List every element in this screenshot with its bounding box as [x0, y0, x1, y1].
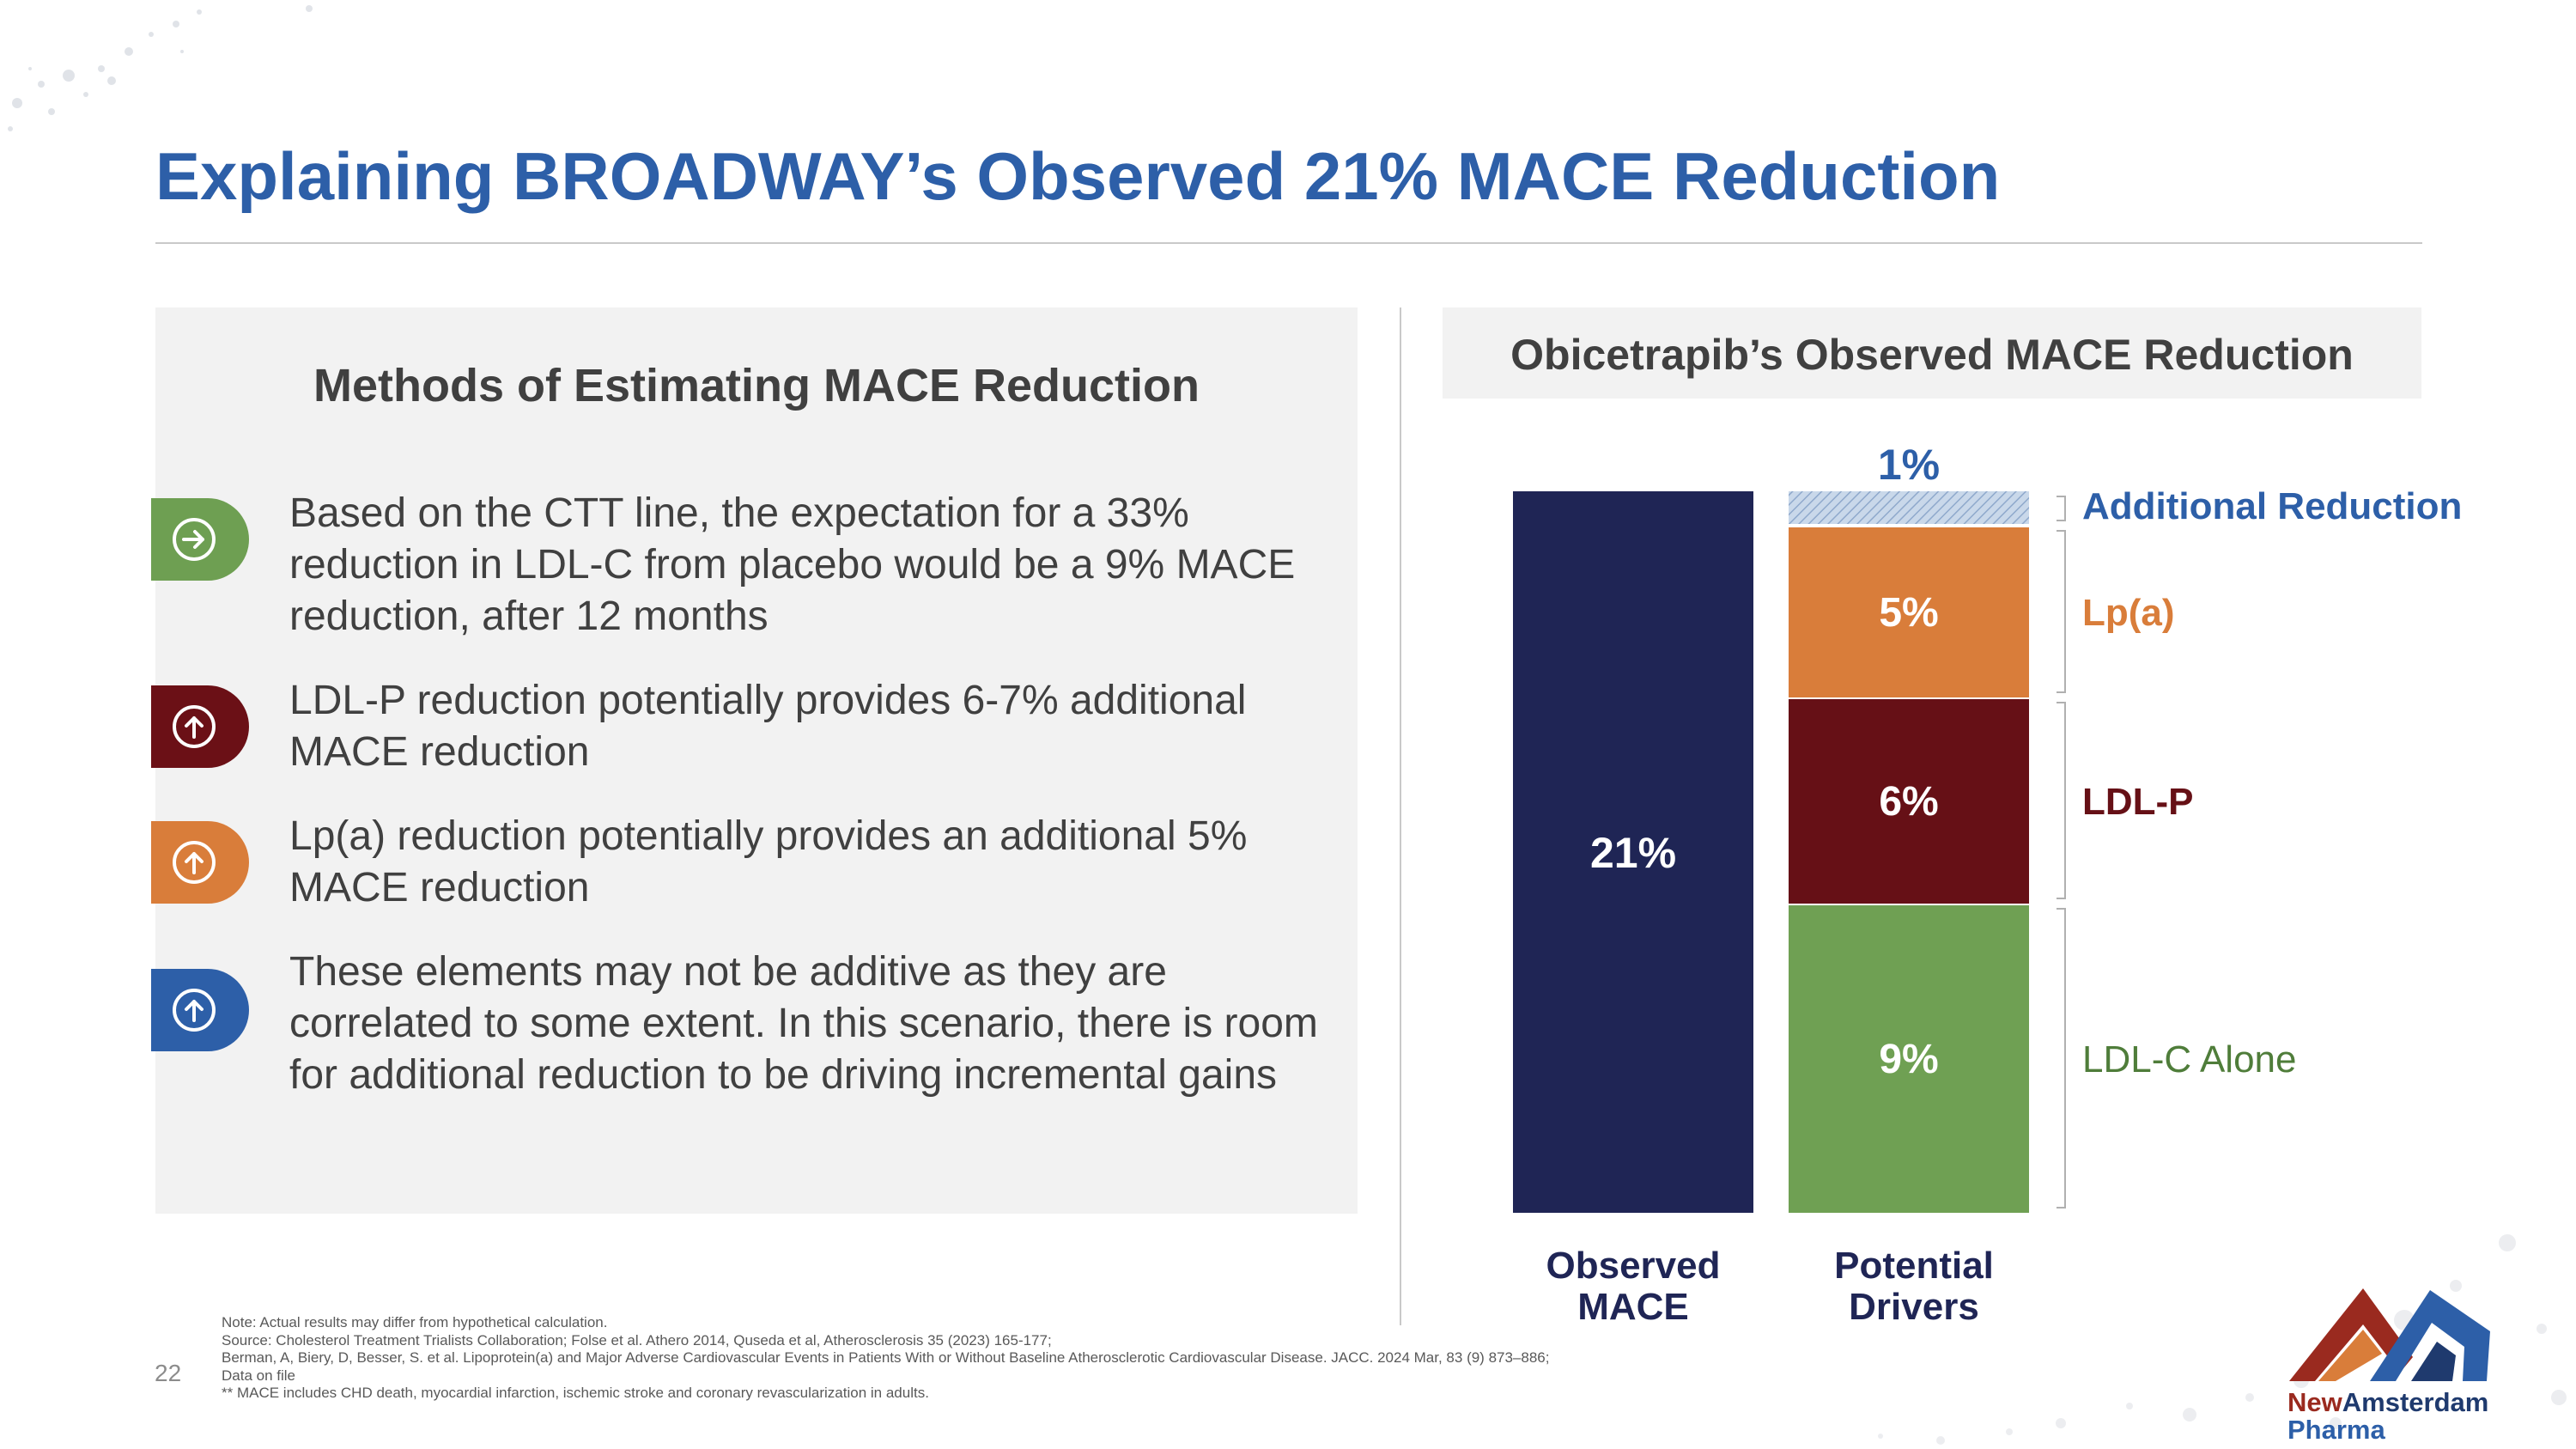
methods-heading: Methods of Estimating MACE Reduction: [313, 360, 1200, 411]
segment-label-lp-a-: 5%: [1879, 590, 1938, 636]
segment-ldl-p: [1789, 699, 2029, 904]
bracket-ldl-c-alone: [2057, 908, 2066, 1209]
legend-additional-reduction: Additional Reduction: [2082, 485, 2462, 527]
bracket-additional-reduction: [2057, 496, 2066, 521]
arrow-up-circle-icon: [173, 705, 216, 748]
mace-reduction-chart: 21% 9% LDL-C Alone 6% LDL-P 5% Lp(a) 1% Addition…: [1513, 441, 2462, 1328]
logo-word-new: New: [2287, 1387, 2342, 1417]
page-number: 22: [155, 1360, 182, 1386]
footnote: Source: Cholesterol Treatment Trialists …: [222, 1331, 1052, 1349]
method-text: These elements may not be additive as th…: [289, 949, 1318, 1098]
chart-title: Obicetrapib’s Observed MACE Reduction: [1510, 331, 2354, 379]
method-tab-maroon: [151, 685, 249, 768]
category-label: Potential: [1834, 1245, 1994, 1287]
segment-label-additional: 1%: [1878, 441, 1940, 489]
arrow-right-circle-icon: [173, 518, 216, 561]
decorative-dots: [8, 5, 313, 131]
arrow-up-circle-icon: [173, 989, 216, 1032]
category-label: MACE: [1577, 1286, 1689, 1328]
footnote: Berman, A, Biery, D, Besser, S. et al. L…: [222, 1349, 1550, 1366]
newamsterdam-logo-icon: [2289, 1288, 2490, 1381]
legend-ldl-p: LDL-P: [2082, 781, 2194, 823]
method-tab-orange: [151, 821, 249, 904]
arrow-up-circle-icon: [173, 841, 216, 884]
category-label: Observed: [1546, 1245, 1721, 1287]
footnote: Data on file: [222, 1367, 295, 1384]
segment-label-ldl-c-alone: 9%: [1879, 1037, 1938, 1082]
observed-mace-label: 21%: [1590, 829, 1676, 877]
logo-wordmark: NewAmsterdam: [2287, 1387, 2488, 1418]
segment-label-ldl-p: 6%: [1879, 779, 1938, 825]
footnote: Note: Actual results may differ from hyp…: [222, 1314, 608, 1330]
method-text: LDL-P reduction potentially provides 6-7…: [289, 678, 1247, 775]
bracket-ldl-p: [2057, 702, 2066, 899]
method-text: Based on the CTT line, the expectation f…: [289, 490, 1296, 639]
footnote: ** MACE includes CHD death, myocardial i…: [222, 1385, 929, 1401]
bracket-lp-a-: [2057, 530, 2066, 693]
title-divider: [155, 242, 2422, 244]
logo-word-amsterdam: Amsterdam: [2342, 1387, 2489, 1417]
methods-panel: Methods of Estimating MACE Reduction Bas…: [151, 307, 1358, 1214]
footnotes: Note: Actual results may differ from hyp…: [222, 1314, 1853, 1403]
page-title: Explaining BROADWAY’s Observed 21% MACE …: [155, 138, 2001, 214]
segment-additional-reduction: [1789, 491, 2029, 524]
legend-lp-a-: Lp(a): [2082, 592, 2175, 634]
observed-mace-bar: [1513, 491, 1753, 1213]
chart-header: Obicetrapib’s Observed MACE Reduction: [1443, 307, 2421, 399]
segment-lp-a-: [1789, 527, 2029, 697]
legend-ldl-c-alone: LDL-C Alone: [2082, 1038, 2296, 1081]
logo-word-pharma: Pharma: [2287, 1415, 2385, 1445]
vertical-divider: [1400, 307, 1401, 1325]
method-tab-green: [151, 498, 249, 581]
segment-ldl-c-alone: [1789, 905, 2029, 1213]
method-text: Lp(a) reduction potentially provides an …: [289, 813, 1248, 910]
method-tab-blue: [151, 969, 249, 1051]
category-label: Drivers: [1849, 1286, 1979, 1328]
